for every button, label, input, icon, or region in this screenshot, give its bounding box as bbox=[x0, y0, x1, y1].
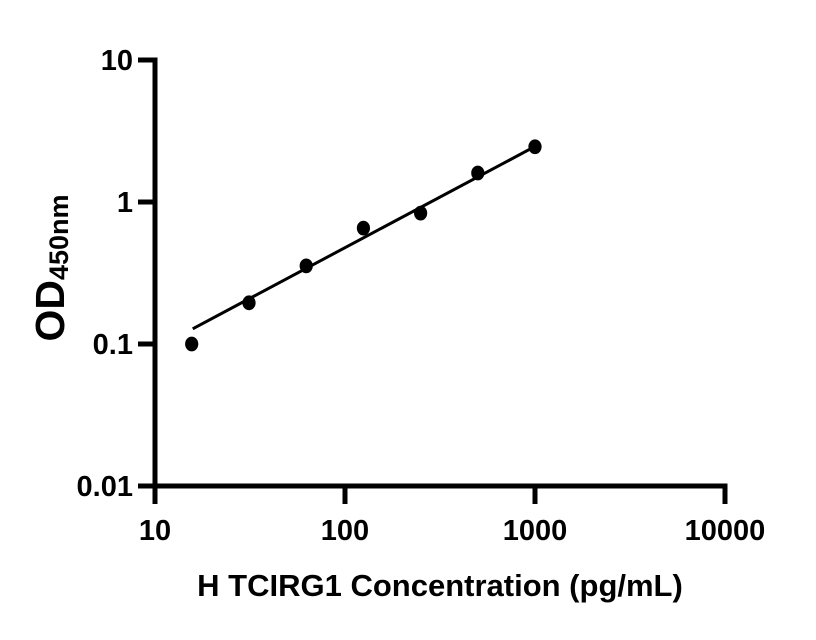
data-point bbox=[242, 295, 256, 311]
y-axis-title: OD450nm bbox=[27, 194, 74, 341]
data-point bbox=[299, 258, 313, 274]
data-point bbox=[185, 336, 199, 352]
y-tick-label: 1 bbox=[117, 187, 133, 219]
x-axis-title: H TCIRG1 Concentration (pg/mL) bbox=[197, 568, 683, 603]
x-tick-label: 100 bbox=[321, 515, 369, 547]
x-tick-label: 1000 bbox=[503, 515, 568, 547]
x-tick-label: 10000 bbox=[685, 515, 766, 547]
x-axis-tick-labels: 10 100 1000 10000 bbox=[139, 515, 765, 547]
data-point bbox=[414, 205, 428, 221]
axes bbox=[152, 57, 728, 489]
y-tick-label: 0.01 bbox=[77, 471, 133, 503]
y-axis-title-subscript: 450nm bbox=[44, 194, 74, 280]
y-tick-label: 0.1 bbox=[93, 329, 133, 361]
data-points bbox=[185, 139, 542, 352]
data-point bbox=[528, 139, 542, 155]
y-axis-ticks bbox=[138, 57, 153, 489]
y-axis-tick-labels: 10 1 0.1 0.01 bbox=[77, 45, 133, 503]
x-axis-ticks bbox=[152, 488, 728, 504]
data-point bbox=[471, 165, 485, 181]
y-axis-title-main: OD bbox=[27, 280, 73, 342]
data-point bbox=[356, 220, 371, 236]
y-tick-label: 10 bbox=[101, 45, 133, 77]
x-tick-label: 10 bbox=[139, 515, 171, 547]
